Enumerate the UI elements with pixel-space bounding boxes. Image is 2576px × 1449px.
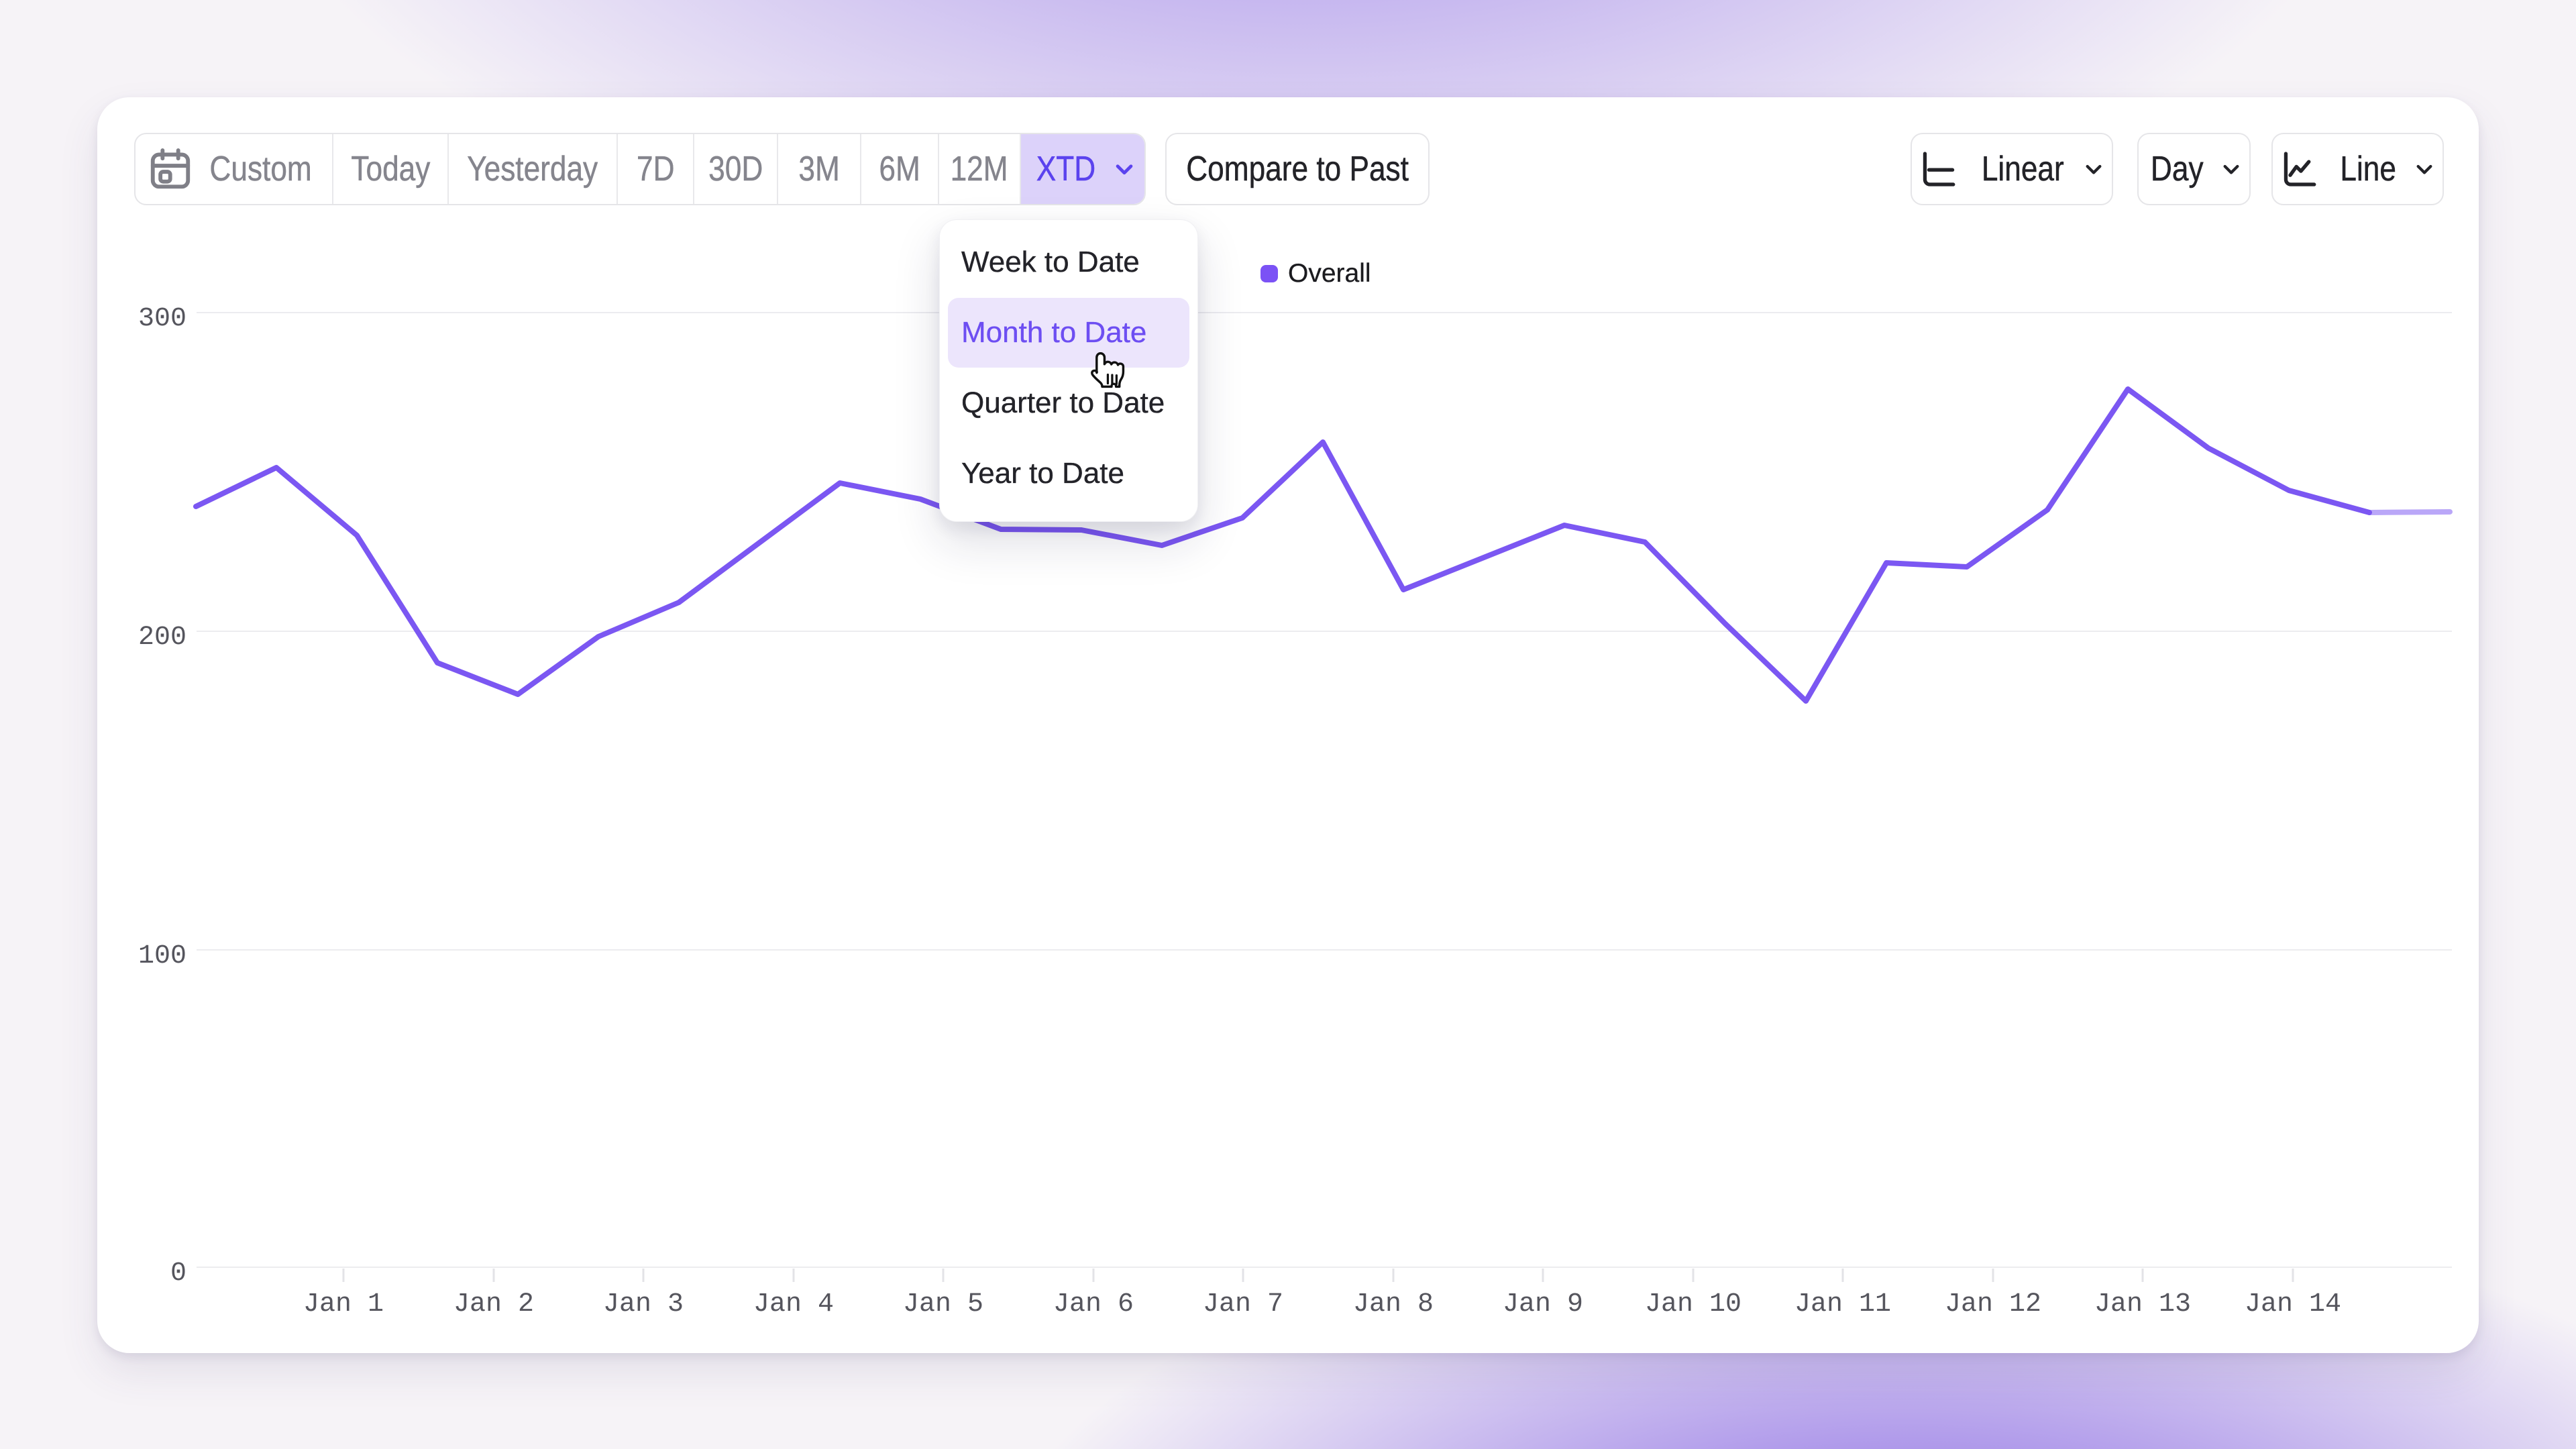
svg-text:300: 300 — [138, 304, 186, 334]
svg-text:Jan 5: Jan 5 — [903, 1289, 983, 1320]
svg-text:Jan 10: Jan 10 — [1645, 1289, 1741, 1320]
svg-text:Jan 6: Jan 6 — [1053, 1289, 1134, 1320]
svg-text:Jan 14: Jan 14 — [2245, 1289, 2341, 1320]
svg-text:Jan 9: Jan 9 — [1503, 1289, 1583, 1320]
svg-text:Jan 11: Jan 11 — [1794, 1289, 1891, 1320]
svg-text:Jan 4: Jan 4 — [753, 1289, 834, 1320]
svg-text:Jan 13: Jan 13 — [2094, 1289, 2191, 1320]
svg-text:Jan 1: Jan 1 — [303, 1289, 384, 1320]
svg-text:200: 200 — [138, 623, 186, 653]
svg-text:Jan 8: Jan 8 — [1353, 1289, 1434, 1320]
svg-text:Jan 12: Jan 12 — [1945, 1289, 2041, 1320]
svg-text:Jan 2: Jan 2 — [453, 1289, 534, 1320]
svg-text:100: 100 — [138, 941, 186, 971]
svg-text:Jan 7: Jan 7 — [1203, 1289, 1283, 1320]
svg-text:Jan 3: Jan 3 — [603, 1289, 684, 1320]
svg-text:0: 0 — [170, 1258, 186, 1289]
